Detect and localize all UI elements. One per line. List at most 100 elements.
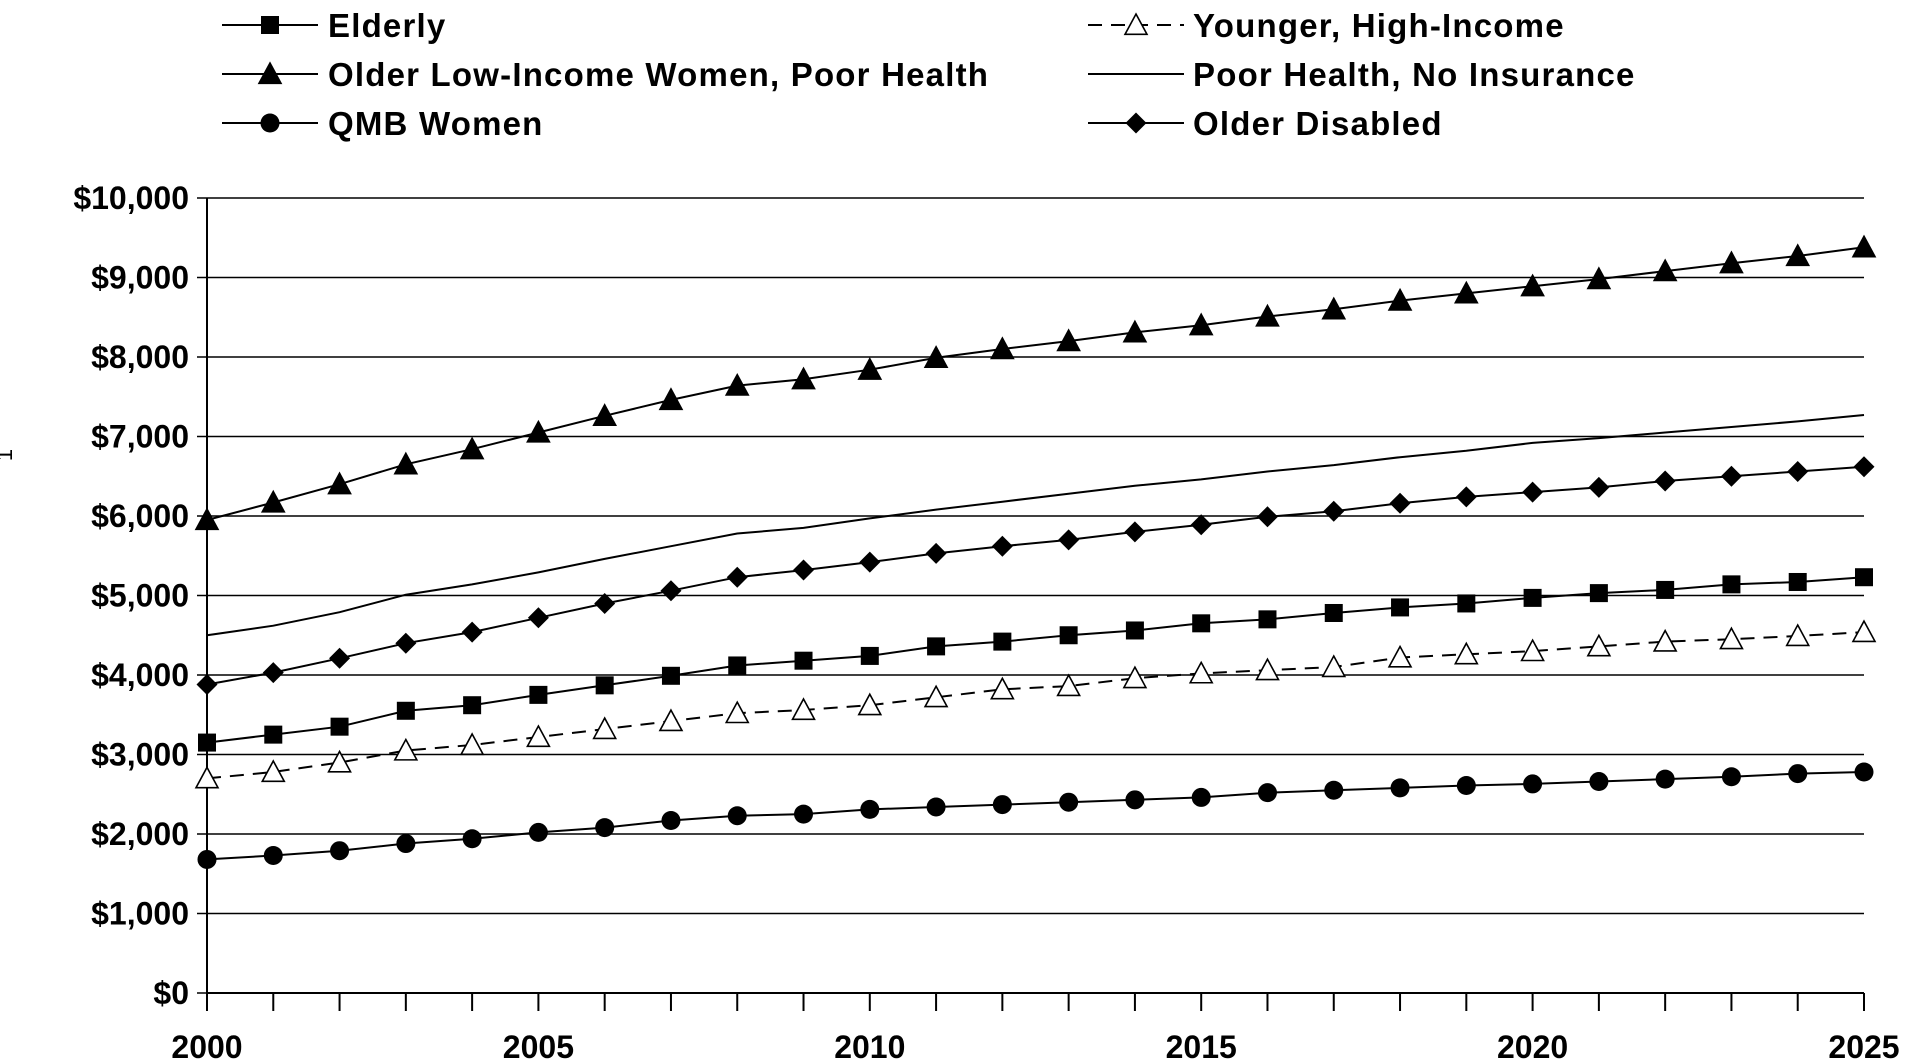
legend-item-older-disabled: Older Disabled bbox=[1088, 105, 1443, 142]
data-point bbox=[1188, 660, 1214, 684]
data-point bbox=[1853, 456, 1875, 478]
data-point bbox=[528, 822, 548, 842]
data-point bbox=[1456, 776, 1476, 796]
data-point bbox=[1457, 594, 1476, 613]
data-point bbox=[1256, 506, 1278, 528]
data-point bbox=[1788, 572, 1807, 591]
series-qmb-women bbox=[197, 762, 1874, 869]
series-older-disabled bbox=[196, 456, 1875, 696]
data-point bbox=[1523, 774, 1543, 794]
data-point bbox=[395, 632, 417, 654]
data-point bbox=[794, 651, 813, 670]
data-point bbox=[260, 759, 286, 783]
data-point bbox=[1390, 778, 1410, 798]
data-point bbox=[1255, 657, 1280, 681]
legend-label: Older Low-Income Women, Poor Health bbox=[328, 56, 989, 93]
data-point bbox=[1387, 287, 1413, 311]
data-point bbox=[459, 732, 485, 756]
data-point bbox=[595, 818, 615, 838]
data-point bbox=[923, 684, 949, 708]
data-point bbox=[329, 647, 351, 669]
y-tick-label: $6,000 bbox=[91, 498, 189, 534]
legend-label: Poor Health, No Insurance bbox=[1193, 56, 1636, 93]
y-tick-label: $4,000 bbox=[91, 657, 189, 693]
data-point bbox=[660, 580, 682, 602]
data-point bbox=[1190, 514, 1212, 536]
data-point bbox=[393, 737, 419, 761]
legend-label: Younger, High-Income bbox=[1193, 7, 1565, 44]
legend-label: QMB Women bbox=[328, 105, 544, 142]
series-line bbox=[206, 246, 1865, 521]
data-point bbox=[1255, 303, 1280, 327]
data-point bbox=[857, 357, 883, 380]
data-point bbox=[198, 733, 216, 752]
legend-item-younger-high-income: Younger, High-Income bbox=[1088, 7, 1565, 44]
data-point bbox=[925, 542, 947, 564]
legend-label: Older Disabled bbox=[1193, 105, 1443, 142]
legend-item-qmb-women: QMB Women bbox=[222, 105, 544, 142]
data-point bbox=[1323, 500, 1345, 522]
y-tick-label: $3,000 bbox=[91, 737, 189, 773]
y-tick-label: $7,000 bbox=[91, 419, 189, 455]
series-younger-high-income bbox=[194, 619, 1877, 789]
x-tick-label: 2005 bbox=[503, 1029, 574, 1064]
legend-marker bbox=[257, 61, 283, 85]
data-point bbox=[1854, 762, 1874, 782]
data-point bbox=[1122, 319, 1148, 343]
data-point bbox=[724, 700, 750, 724]
legend-marker bbox=[1123, 12, 1149, 36]
data-point bbox=[1453, 641, 1479, 665]
x-tick-label: 2000 bbox=[171, 1029, 242, 1064]
data-point bbox=[327, 471, 352, 495]
data-point bbox=[1787, 460, 1809, 482]
data-point bbox=[1722, 575, 1741, 594]
series-line bbox=[206, 771, 1865, 861]
data-point bbox=[1586, 266, 1612, 290]
legend: Elderly Younger, High-Income Older Low-Inc… bbox=[222, 7, 1636, 142]
data-point bbox=[1192, 614, 1211, 633]
data-point bbox=[592, 403, 618, 426]
data-point bbox=[1652, 258, 1678, 282]
data-point bbox=[1788, 764, 1808, 784]
series-poor-health-no-insurance bbox=[206, 414, 1865, 637]
data-point bbox=[791, 366, 816, 390]
data-point bbox=[1522, 481, 1544, 503]
data-point bbox=[857, 692, 883, 716]
x-axis: 2000 2005 2010 2015 2020 2025 bbox=[171, 198, 1900, 1064]
data-point bbox=[1455, 486, 1477, 508]
data-point bbox=[1588, 476, 1610, 498]
data-point bbox=[658, 387, 684, 411]
y-axis-label: 1 bbox=[0, 449, 17, 461]
data-point bbox=[1719, 626, 1744, 650]
series-line bbox=[206, 631, 1865, 780]
data-point bbox=[1387, 644, 1413, 668]
data-point bbox=[393, 451, 419, 475]
data-point bbox=[1719, 250, 1744, 274]
data-point bbox=[990, 336, 1015, 360]
data-point bbox=[860, 799, 880, 819]
x-tick-label: 2020 bbox=[1497, 1029, 1568, 1064]
data-point bbox=[1391, 598, 1410, 617]
legend-item-older-low-income-women-poor-health: Older Low-Income Women, Poor Health bbox=[222, 56, 989, 93]
data-point bbox=[1191, 787, 1211, 807]
data-point bbox=[396, 701, 415, 720]
series-elderly bbox=[198, 568, 1873, 752]
data-point bbox=[1520, 273, 1545, 297]
data-point bbox=[927, 637, 946, 656]
data-point bbox=[926, 797, 946, 817]
data-point bbox=[1258, 610, 1277, 629]
data-point bbox=[330, 717, 349, 736]
data-point bbox=[194, 765, 220, 789]
series-line bbox=[206, 414, 1865, 637]
data-point bbox=[1059, 626, 1078, 645]
data-point bbox=[1589, 584, 1608, 603]
y-tick-label: $10,000 bbox=[73, 180, 189, 216]
legend-item-poor-health-no-insurance: Poor Health, No Insurance bbox=[1088, 56, 1636, 93]
series-group bbox=[194, 234, 1877, 869]
data-point bbox=[1656, 580, 1675, 599]
data-point bbox=[1720, 465, 1742, 487]
series-line bbox=[206, 576, 1865, 744]
data-point bbox=[1122, 665, 1148, 689]
data-point bbox=[993, 632, 1012, 651]
y-tick-label: $9,000 bbox=[91, 260, 189, 296]
